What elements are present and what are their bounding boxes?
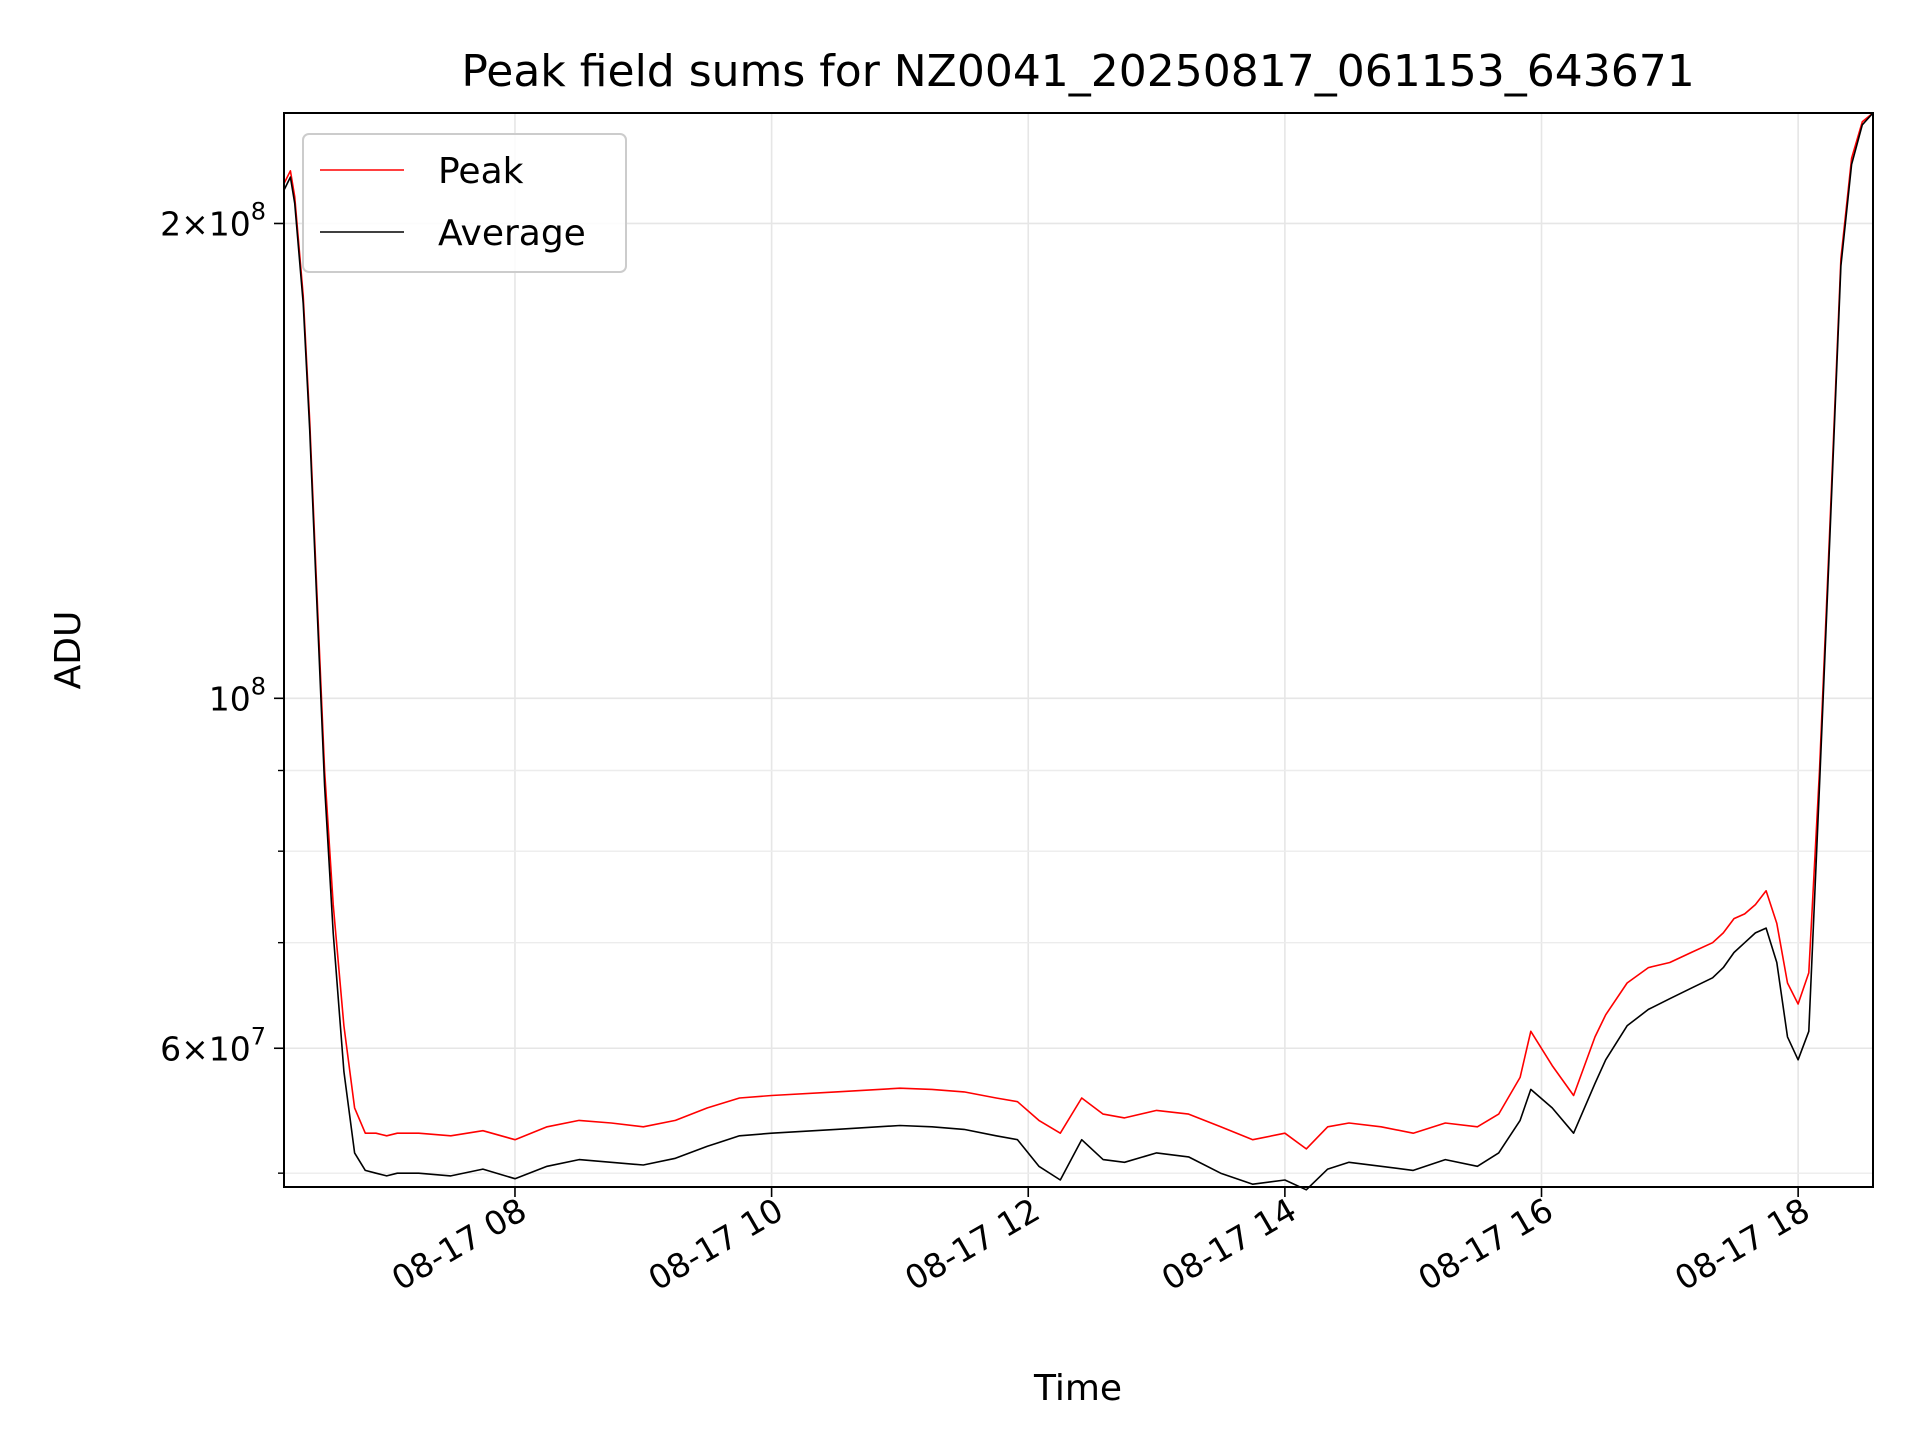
x-axis-label: Time	[1033, 1368, 1122, 1409]
y-tick-label: 108	[209, 672, 266, 718]
legend-box	[302, 133, 627, 273]
legend-label-peak: Peak	[438, 151, 524, 192]
series-line-average	[283, 112, 1874, 1191]
legend-label-average: Average	[438, 213, 586, 254]
legend: Peak Average	[302, 133, 627, 273]
series-line-peak	[283, 112, 1874, 1150]
grid-layer	[284, 113, 1873, 1187]
series-layer	[283, 112, 1874, 1191]
y-tick-label: 2×108	[160, 197, 266, 243]
chart-title: Peak field sums for NZ0041_20250817_0611…	[461, 46, 1694, 97]
y-axis-label: ADU	[48, 611, 89, 690]
plot-frame	[283, 112, 1874, 1188]
y-tick-label: 6×107	[160, 1022, 266, 1068]
